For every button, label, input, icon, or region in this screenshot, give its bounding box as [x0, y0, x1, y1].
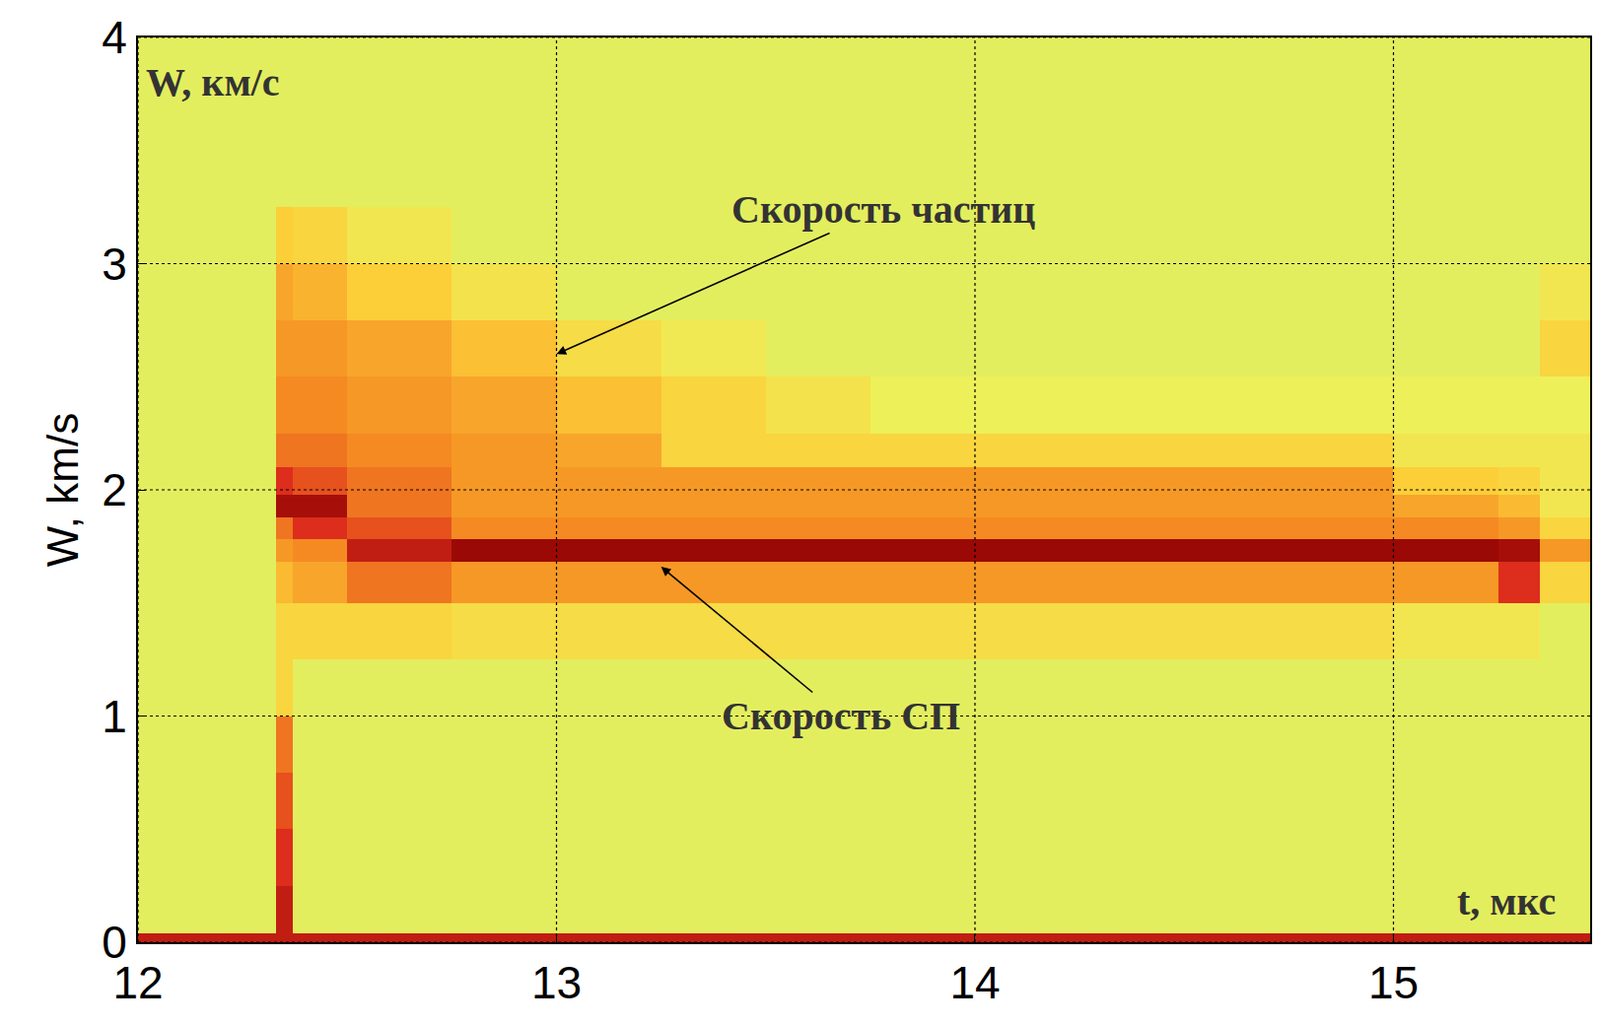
svg-text:3: 3 — [101, 238, 128, 290]
svg-text:14: 14 — [949, 957, 1000, 1009]
svg-text:2: 2 — [101, 464, 128, 516]
svg-text:12: 12 — [112, 957, 163, 1009]
svg-text:1: 1 — [101, 691, 128, 743]
svg-text:15: 15 — [1368, 957, 1419, 1009]
svg-text:W, км/с: W, км/с — [145, 60, 280, 105]
svg-text:Скорость СП: Скорость СП — [721, 694, 961, 739]
svg-text:0: 0 — [101, 916, 128, 969]
svg-text:4: 4 — [101, 11, 128, 64]
svg-text:13: 13 — [531, 957, 582, 1009]
svg-text:t, мкс: t, мкс — [1457, 879, 1556, 924]
svg-text:W, km/s: W, km/s — [38, 413, 87, 567]
svg-text:Скорость частиц: Скорость частиц — [731, 187, 1036, 232]
